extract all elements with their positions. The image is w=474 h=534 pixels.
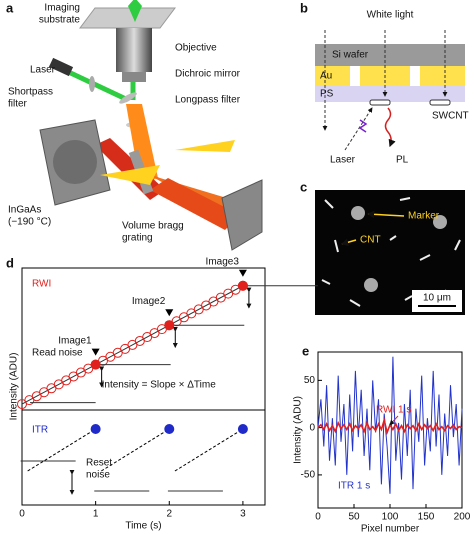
image-marker <box>238 269 247 277</box>
image-point <box>237 280 248 291</box>
panel-label: c <box>300 179 307 194</box>
label: White light <box>367 10 414 21</box>
panel-label: b <box>300 0 308 15</box>
image-marker <box>165 309 174 317</box>
image-point <box>90 359 101 370</box>
image-label: Image1 <box>58 335 92 346</box>
ramp-line <box>174 428 244 472</box>
label: Si wafer <box>332 50 369 61</box>
x-tick-label: 150 <box>418 512 435 523</box>
fit-line <box>21 285 244 405</box>
label: Imaging <box>44 3 80 14</box>
x-tick-label: 3 <box>240 509 246 520</box>
sample-diagram <box>315 30 465 151</box>
itr-point <box>164 424 175 434</box>
ramp-line <box>101 428 170 472</box>
label: Dichroic mirror <box>175 69 241 80</box>
x-tick-label: 200 <box>454 512 471 523</box>
image-point <box>164 320 175 331</box>
label: Marker <box>408 211 440 222</box>
label: substrate <box>39 15 81 26</box>
x-axis-label: Pixel number <box>361 524 420 534</box>
y-tick-label: -50 <box>301 470 316 481</box>
micrograph <box>315 190 465 315</box>
y-axis-label: Intensity (ADU) <box>293 396 304 464</box>
pointer <box>389 415 399 426</box>
x-axis-label: Time (s) <box>125 521 161 532</box>
plot-frame <box>21 267 266 506</box>
series-label: RWI 1 s <box>376 405 411 416</box>
annotation: Intensity = Slope × ΔTime <box>102 379 217 390</box>
image-label: Image2 <box>132 296 166 307</box>
label: Laser <box>330 155 356 166</box>
label: Longpass filter <box>175 95 241 106</box>
image-label: Image3 <box>206 256 240 267</box>
series-label: ITR <box>32 425 48 436</box>
itr-point <box>237 424 248 434</box>
label: Shortpass <box>8 87 53 98</box>
y-tick-label: 0 <box>309 422 315 433</box>
label: filter <box>8 99 28 110</box>
label: (−190 °C) <box>8 217 51 228</box>
label: PS <box>320 89 334 100</box>
label: Au <box>320 71 332 82</box>
x-tick-label: 50 <box>348 512 360 523</box>
itr-point <box>90 424 101 434</box>
x-tick-label: 2 <box>166 509 172 520</box>
x-tick-label: 100 <box>382 512 399 523</box>
label: Volume bragg <box>122 221 184 232</box>
panel-label: a <box>6 0 14 15</box>
scale-bar-label: 10 μm <box>423 293 451 304</box>
y-axis-label: Intensity (ADU) <box>9 353 20 421</box>
label: CNT <box>360 235 381 246</box>
y-tick-label: 50 <box>304 375 316 386</box>
panel-label: d <box>6 255 14 270</box>
annotation: Reset <box>86 458 112 469</box>
series-label: RWI <box>32 279 51 290</box>
label: Objective <box>175 43 217 54</box>
label: PL <box>396 155 409 166</box>
label: InGaAs <box>8 205 41 216</box>
x-tick-label: 0 <box>315 512 321 523</box>
series-line <box>317 356 463 494</box>
setup-labels: Imaging substrate Objective Laser Shortp… <box>8 3 241 244</box>
annotation: Read noise <box>32 347 83 358</box>
annotation: noise <box>86 470 110 481</box>
panel-label: e <box>302 343 309 358</box>
label: Laser <box>30 65 56 76</box>
x-tick-label: 1 <box>93 509 99 520</box>
label: grating <box>122 233 153 244</box>
label: SWCNT <box>432 111 469 122</box>
ramp-line <box>27 428 96 472</box>
image-marker <box>91 348 100 356</box>
x-tick-label: 0 <box>19 509 25 520</box>
series-label: ITR 1 s <box>338 481 370 492</box>
setup-illustration <box>39 0 263 251</box>
